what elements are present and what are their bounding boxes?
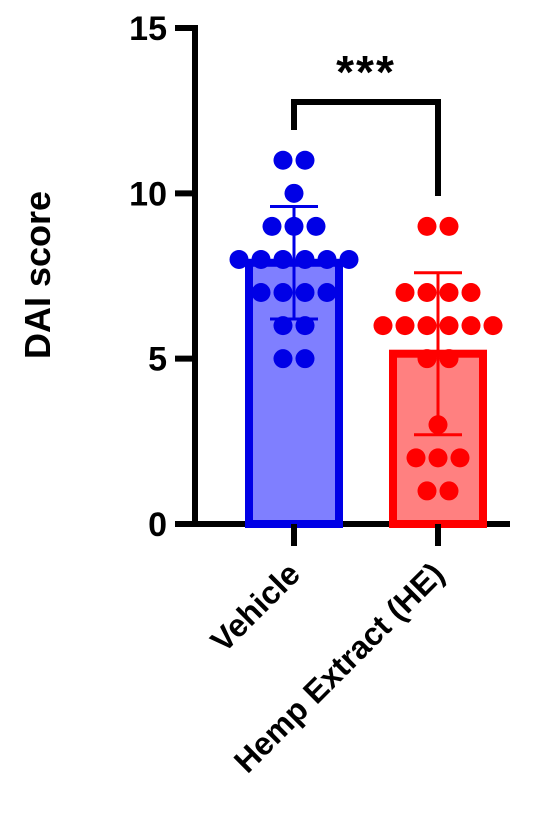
data-point bbox=[273, 349, 293, 369]
error-bars bbox=[270, 205, 462, 437]
data-point bbox=[417, 481, 437, 501]
data-point bbox=[439, 283, 459, 303]
data-point bbox=[417, 216, 437, 236]
y-axis-title: DAI score bbox=[17, 191, 58, 359]
data-point bbox=[428, 448, 448, 468]
data-point bbox=[461, 283, 481, 303]
data-point bbox=[273, 150, 293, 170]
data-point bbox=[273, 283, 293, 303]
y-tick-label: 15 bbox=[129, 10, 167, 48]
data-point bbox=[417, 283, 437, 303]
data-point bbox=[295, 316, 315, 336]
significance-bracket: *** bbox=[291, 46, 441, 196]
data-point bbox=[251, 283, 271, 303]
data-point bbox=[295, 150, 315, 170]
data-point bbox=[295, 283, 315, 303]
data-point bbox=[273, 249, 293, 269]
data-point bbox=[417, 349, 437, 369]
y-tick-label: 0 bbox=[148, 506, 167, 544]
data-point bbox=[373, 316, 393, 336]
y-tick-label: 5 bbox=[148, 341, 167, 379]
data-point bbox=[439, 316, 459, 336]
data-point bbox=[317, 283, 337, 303]
data-point bbox=[439, 481, 459, 501]
data-point bbox=[295, 349, 315, 369]
data-point bbox=[395, 316, 415, 336]
data-point bbox=[317, 249, 337, 269]
data-point bbox=[395, 283, 415, 303]
y-tick-label: 10 bbox=[129, 175, 167, 213]
data-point bbox=[450, 448, 470, 468]
data-point bbox=[295, 249, 315, 269]
data-points bbox=[229, 150, 503, 501]
data-point bbox=[251, 249, 271, 269]
data-point bbox=[461, 316, 481, 336]
data-point bbox=[406, 448, 426, 468]
data-point bbox=[273, 316, 293, 336]
significance-label: *** bbox=[336, 46, 396, 98]
data-point bbox=[284, 183, 304, 203]
category-label-vehicle: Vehicle bbox=[204, 555, 307, 658]
data-point bbox=[339, 249, 359, 269]
data-point bbox=[439, 349, 459, 369]
data-point bbox=[483, 316, 503, 336]
data-point bbox=[417, 316, 437, 336]
data-point bbox=[229, 249, 249, 269]
data-point bbox=[306, 216, 326, 236]
significance-bracket-line bbox=[291, 99, 441, 196]
y-ticks: 0 5 10 15 bbox=[129, 10, 441, 546]
data-point bbox=[262, 216, 282, 236]
data-point bbox=[439, 216, 459, 236]
